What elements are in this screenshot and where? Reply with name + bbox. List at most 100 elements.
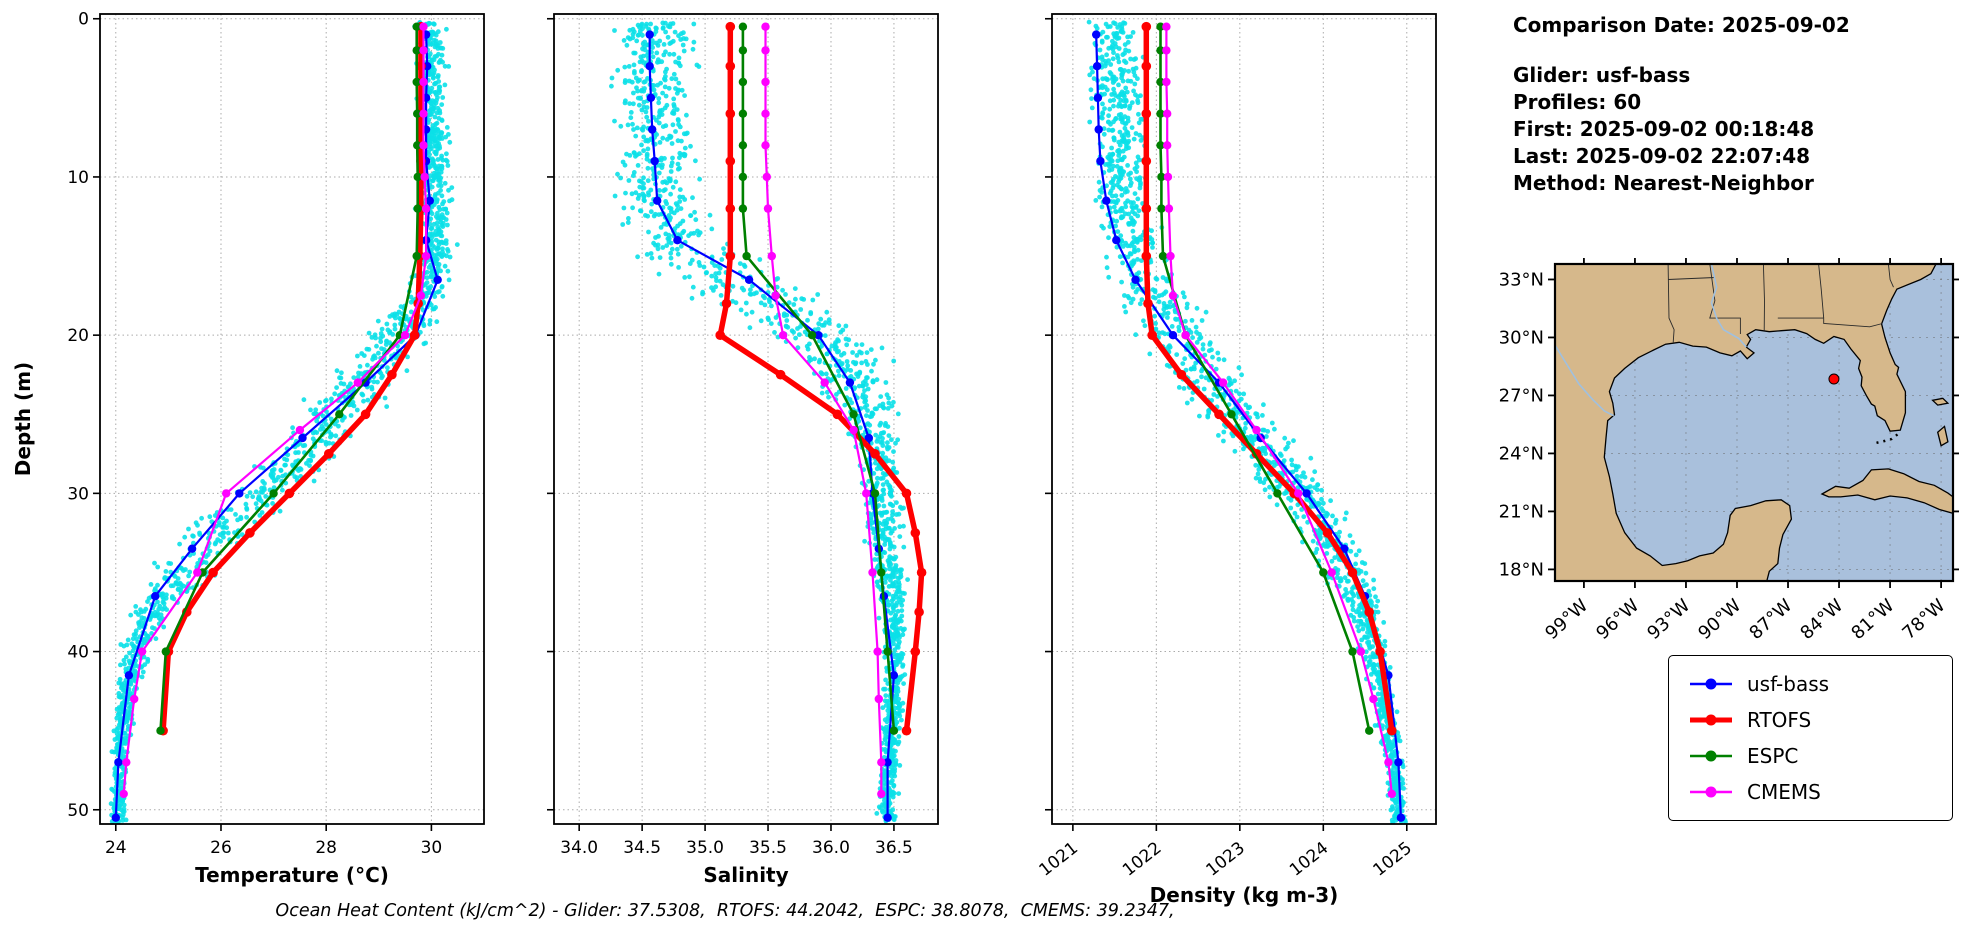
cmems-line: [119, 22, 431, 799]
land-bahamas: [1931, 397, 1950, 406]
ocean-heat-content-annotation: Ocean Heat Content (kJ/cm^2) - Glider: 3…: [275, 901, 1175, 921]
info-spacer: [1513, 39, 1850, 62]
comparison-date: Comparison Date: 2025-09-02: [1513, 13, 1850, 37]
svg-text:35.0: 35.0: [686, 838, 724, 858]
x-axis: 34.0 34.5 35.0 35.5 36.0 36.5 Salinity: [560, 824, 913, 887]
svg-text:34.5: 34.5: [623, 838, 661, 858]
svg-text:1024: 1024: [1286, 838, 1332, 880]
first-profile-time: First: 2025-09-02 00:18:48: [1513, 117, 1815, 141]
y-axis: [1045, 17, 1052, 811]
rtofs-line: [1141, 21, 1397, 736]
river: [1710, 264, 1747, 348]
land-north-america: [1555, 264, 1937, 581]
map-y-axis: 33°N 30°N 27°N 24°N 21°N 18°N: [1499, 269, 1959, 580]
svg-text:90°W: 90°W: [1694, 595, 1745, 644]
gridlines: [554, 14, 938, 824]
svg-text:0: 0: [78, 10, 89, 30]
legend-label: CMEMS: [1747, 780, 1821, 804]
svg-text:96°W: 96°W: [1592, 595, 1643, 644]
espc-line: [1156, 22, 1374, 735]
svg-text:99°W: 99°W: [1541, 595, 1592, 644]
svg-text:30: 30: [67, 484, 89, 504]
y-axis-label: Depth (m): [11, 362, 35, 476]
info-panel: Comparison Date: 2025-09-02 Glider: usf-…: [1513, 12, 1850, 197]
glider-raw-points: [1086, 19, 1408, 824]
glider-name: Glider: usf-bass: [1513, 63, 1691, 87]
svg-text:50: 50: [67, 801, 89, 821]
svg-text:36.5: 36.5: [875, 838, 913, 858]
legend: usf-bass RTOFS ESPC CMEMS: [1668, 655, 1953, 821]
rtofs-line: [715, 21, 927, 736]
svg-text:20: 20: [67, 326, 89, 346]
svg-text:28: 28: [315, 838, 337, 858]
legend-swatch-espc: [1690, 750, 1732, 762]
legend-swatch-rtofs: [1690, 714, 1732, 726]
land-bahamas: [1936, 425, 1949, 447]
legend-label: usf-bass: [1747, 672, 1830, 696]
legend-swatch-usf-bass: [1690, 678, 1732, 690]
x-axis-label: Temperature (°C): [195, 863, 389, 887]
profiles-count: Profiles: 60: [1513, 90, 1642, 114]
svg-text:1022: 1022: [1119, 838, 1165, 880]
svg-text:1025: 1025: [1369, 838, 1415, 880]
interp-method: Method: Nearest-Neighbor: [1513, 171, 1814, 195]
usf-bass-line: [645, 30, 899, 822]
glider-location-marker: [1828, 373, 1840, 385]
axes-frame: [99, 13, 485, 825]
y-axis: 0 10 20 30 40 50 Depth (m): [11, 10, 100, 821]
svg-text:30: 30: [421, 838, 443, 858]
land-cuba: [1820, 468, 1953, 514]
svg-text:27°N: 27°N: [1499, 385, 1544, 406]
map-frame: [1553, 262, 1955, 583]
last-profile-time: Last: 2025-09-02 22:07:48: [1513, 144, 1811, 168]
svg-text:1021: 1021: [1036, 838, 1082, 880]
usf-bass-line: [1092, 30, 1406, 822]
x-axis: 24 26 28 30 Temperature (°C): [105, 824, 442, 887]
svg-text:35.5: 35.5: [749, 838, 787, 858]
cmems-line: [761, 22, 886, 799]
axes-frame: [553, 13, 939, 825]
svg-text:87°W: 87°W: [1745, 595, 1796, 644]
legend-item-cmems: CMEMS: [1687, 774, 1934, 810]
legend-item-usf-bass: usf-bass: [1687, 666, 1934, 702]
state-border: [1818, 264, 1825, 319]
svg-text:40: 40: [67, 643, 89, 663]
state-border: [1762, 264, 1765, 331]
density-chart: 1021 1022 1023 1024 1025 Density (kg m-3): [1036, 13, 1437, 907]
state-border: [1667, 264, 1675, 343]
svg-text:21°N: 21°N: [1499, 501, 1544, 522]
svg-text:24°N: 24°N: [1499, 443, 1544, 464]
svg-text:18°N: 18°N: [1499, 559, 1544, 580]
state-border: [1668, 277, 1715, 280]
x-axis-label: Density (kg m-3): [1150, 883, 1339, 907]
svg-text:93°W: 93°W: [1643, 595, 1694, 644]
legend-label: ESPC: [1747, 744, 1799, 768]
legend-item-rtofs: RTOFS: [1687, 702, 1934, 738]
x-axis-label: Salinity: [703, 863, 788, 887]
espc-line: [738, 22, 899, 735]
legend-swatch-cmems: [1690, 786, 1732, 798]
axes-frame: [1051, 13, 1437, 825]
svg-text:36.0: 36.0: [812, 838, 850, 858]
state-border: [1823, 318, 1883, 328]
svg-text:30°N: 30°N: [1499, 327, 1544, 348]
x-axis: 1021 1022 1023 1024 1025 Density (kg m-3): [1036, 824, 1416, 907]
florida-keys: [1876, 431, 1902, 445]
salinity-chart: 34.0 34.5 35.0 35.5 36.0 36.5 Salinity: [547, 13, 939, 887]
river: [1555, 344, 1615, 417]
svg-text:34.0: 34.0: [560, 838, 598, 858]
legend-item-espc: ESPC: [1687, 738, 1934, 774]
legend-label: RTOFS: [1747, 708, 1812, 732]
rtofs-line: [158, 21, 426, 736]
svg-text:84°W: 84°W: [1796, 595, 1847, 644]
gulf-of-mexico-map: 33°N 30°N 27°N 24°N 21°N 18°N 99°W 96°W 93°W 90°W…: [1499, 258, 1959, 644]
state-border: [1887, 264, 1894, 288]
svg-text:1023: 1023: [1202, 838, 1248, 880]
svg-text:10: 10: [67, 168, 89, 188]
state-border: [1709, 264, 1741, 334]
svg-text:26: 26: [210, 838, 232, 858]
svg-text:78°W: 78°W: [1898, 595, 1949, 644]
cmems-line: [1162, 22, 1397, 799]
svg-text:33°N: 33°N: [1499, 269, 1544, 290]
